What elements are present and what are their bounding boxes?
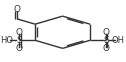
Text: O: O [102,44,109,53]
Text: O: O [16,44,23,53]
Text: S: S [103,36,109,45]
Text: O: O [14,5,21,14]
Text: HO: HO [1,36,14,45]
Text: O: O [16,28,23,37]
Text: O: O [102,28,109,37]
Text: OH: OH [111,36,124,45]
Text: S: S [16,36,22,45]
